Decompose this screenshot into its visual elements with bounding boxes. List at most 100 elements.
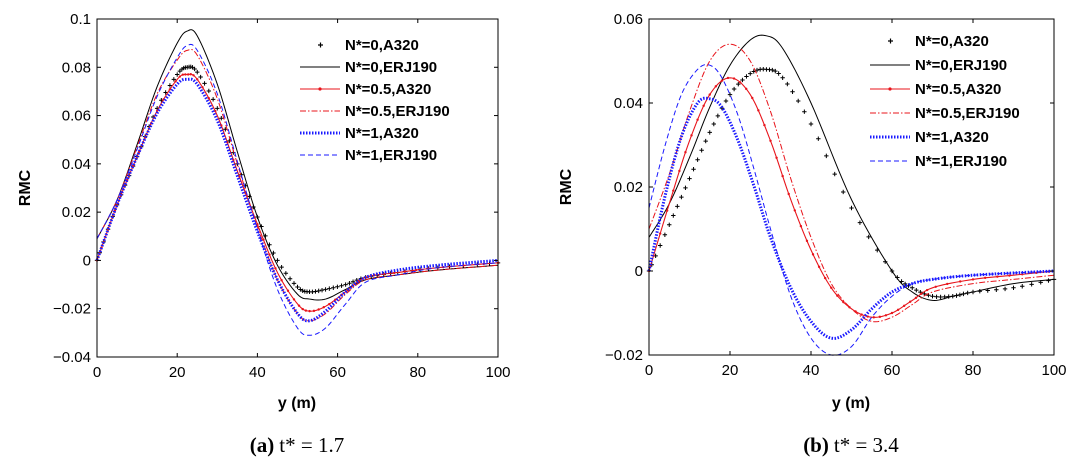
y-tick-label: −0.02 [53, 301, 91, 318]
dot-marker [312, 309, 316, 313]
caption-text-a: t* = 1.7 [279, 433, 344, 457]
x-tick-label: 40 [249, 364, 266, 381]
dot-marker [207, 96, 210, 100]
dot-marker [708, 93, 711, 96]
legend-label: N*=1,A320 [345, 125, 419, 142]
plus-marker [1020, 284, 1025, 289]
x-tick-label: 40 [803, 362, 820, 379]
plus-marker [335, 284, 340, 289]
series-line [648, 43, 1055, 323]
plus-marker [707, 130, 712, 135]
dot-marker [665, 209, 669, 212]
dot-marker [909, 300, 912, 303]
dot-marker [842, 300, 845, 304]
legend-item: N*=0.5,A320 [870, 81, 1001, 98]
plus-marker [857, 220, 863, 225]
plus-marker [930, 294, 935, 299]
dot-marker [919, 292, 923, 296]
plus-marker [824, 153, 829, 159]
plus-marker [780, 75, 785, 80]
dot-marker [720, 79, 724, 82]
dot-marker [174, 80, 177, 83]
legend-label: N*=0.5,A320 [345, 81, 431, 98]
legend-item: N*=1,ERJ190 [870, 153, 1007, 170]
dot-marker [286, 289, 290, 292]
y-tick-label: 0.04 [62, 156, 91, 173]
plus-marker [1002, 286, 1008, 292]
plus-marker [275, 258, 280, 263]
dot-marker [672, 189, 675, 192]
plus-marker [1029, 282, 1034, 287]
series-a-5 [96, 43, 499, 336]
plus-marker [163, 90, 168, 95]
plus-marker [283, 271, 289, 276]
plus-marker [699, 148, 704, 153]
x-tick-label: 20 [169, 364, 186, 381]
dot-marker [878, 315, 882, 319]
series-line [95, 77, 499, 323]
dot-marker [793, 209, 796, 212]
plus-marker [683, 185, 688, 191]
plot-area-a [97, 19, 498, 357]
y-tick-label: 0.02 [614, 179, 643, 196]
dot-marker [860, 313, 863, 316]
plus-marker [675, 204, 680, 209]
legend-item: N*=1,ERJ190 [300, 147, 437, 164]
dot-marker [702, 104, 705, 107]
legend-a: N*=0,A320 N*=0,ERJ190 N*=0.5,A320 N*=0.5,ER… [300, 37, 450, 164]
dot-marker [317, 308, 320, 311]
dot-marker [738, 81, 742, 84]
legend-swatch [888, 38, 893, 44]
x-tick-label: 60 [884, 362, 901, 379]
legend-swatch [318, 42, 323, 48]
plus-marker [994, 287, 999, 292]
dot-marker [232, 158, 235, 162]
legend-item: N*=0.5,ERJ190 [300, 103, 450, 120]
dot-marker [781, 174, 784, 178]
plus-marker [703, 138, 708, 144]
dot-marker [751, 96, 754, 100]
series-b-2 [647, 76, 1055, 319]
legend-label: N*=0,ERJ190 [345, 59, 437, 76]
caption-a: (a) t* = 1.7 [250, 433, 344, 457]
dot-marker [959, 280, 962, 283]
legend-label: N*=0.5,ERJ190 [915, 105, 1020, 122]
y-tick-label: 0 [83, 252, 91, 269]
x-tick-label: 20 [722, 362, 739, 379]
dot-marker [297, 304, 301, 307]
dot-marker [262, 238, 265, 241]
axes-frame-a [96, 18, 499, 358]
plus-marker [291, 281, 297, 286]
y-tick-label: 0.04 [614, 95, 643, 112]
legend-dot [318, 87, 322, 91]
series-line [648, 77, 1055, 318]
plus-marker [740, 77, 745, 83]
plus-marker [331, 285, 336, 290]
dot-marker [184, 73, 187, 76]
legend-item: N*=1,A320 [300, 125, 419, 142]
caption-text-b: t* = 3.4 [834, 433, 899, 457]
dot-marker [823, 276, 827, 280]
x-tick-label: 60 [329, 364, 346, 381]
dot-marker [946, 282, 949, 286]
x-axis-label-b: y (m) [832, 395, 870, 412]
dot-marker [168, 88, 172, 91]
series-line [648, 34, 1055, 301]
plus-marker [167, 83, 173, 88]
dot-marker [925, 288, 929, 292]
dot-marker [811, 253, 815, 256]
dot-marker [836, 294, 839, 297]
plus-marker [347, 281, 352, 286]
series-b-3 [648, 43, 1055, 323]
plus-marker [171, 77, 177, 82]
caption-b: (b) t* = 3.4 [803, 433, 899, 457]
plus-marker [202, 81, 207, 86]
plus-marker [796, 98, 801, 104]
plus-marker [866, 234, 871, 240]
y-tick-label: −0.02 [605, 347, 643, 364]
plus-marker [662, 232, 668, 237]
dot-marker [280, 279, 283, 282]
dot-marker [274, 267, 277, 270]
legend-label: N*=1,ERJ190 [345, 147, 437, 164]
